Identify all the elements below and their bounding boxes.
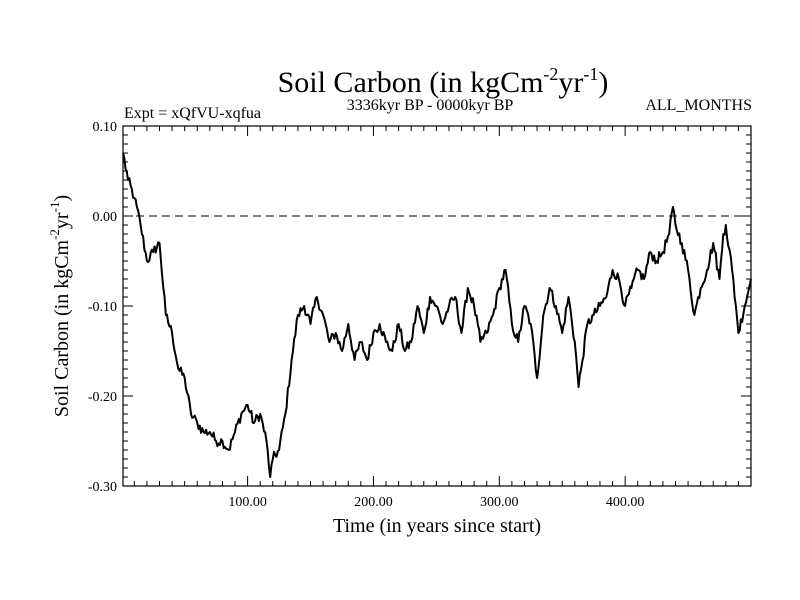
x-tick-label: 200.00 [354,495,393,510]
chart-title-mid: yr [558,66,583,99]
subtitle-months: ALL_MONTHS [645,97,752,114]
y-axis-label-mid: yr [51,212,73,229]
x-axis-ticks [133,126,739,486]
y-axis-label: Soil Carbon (in kgCm-2yr-1) [47,195,73,417]
y-axis-tick-labels: 0.10 0.00 -0.10 -0.20 -0.30 [88,120,117,495]
series-line [122,152,752,478]
x-axis-label: Time (in years since start) [333,515,541,537]
y-tick-label: 0.10 [93,120,118,135]
x-axis-tick-labels: 100.00 200.00 300.00 400.00 [228,495,644,510]
x-tick-label: 300.00 [480,495,519,510]
chart-title: Soil Carbon (in kgCm-2yr-1) [278,64,609,99]
y-tick-label: -0.20 [88,390,117,405]
chart-title-sup2: -1 [583,64,598,84]
x-tick-label: 400.00 [606,495,645,510]
y-tick-label: -0.10 [88,300,117,315]
y-tick-label: -0.30 [88,480,117,495]
chart-title-main: Soil Carbon (in kgCm [278,66,544,99]
y-axis-ticks [123,125,751,487]
y-axis-label-sup2: -1 [47,202,62,213]
subtitle-expt: Expt = xQfVU-xqfua [124,105,261,122]
chart-title-sup1: -2 [543,64,558,84]
y-tick-label: 0.00 [93,210,118,225]
subtitle-period: 3336kyr BP - 0000kyr BP [347,97,514,114]
chart-title-end: ) [598,66,608,99]
x-tick-label: 100.00 [228,495,267,510]
y-axis-label-end: ) [51,195,73,202]
y-axis-label-sup1: -2 [47,229,62,240]
y-axis-label-main: Soil Carbon (in kgCm [51,239,73,417]
